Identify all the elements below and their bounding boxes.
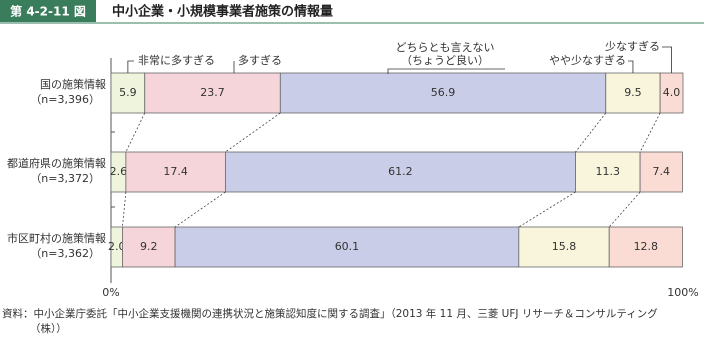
value-label: 9.2 [140, 240, 158, 253]
value-label: 23.7 [200, 86, 225, 99]
connector [125, 112, 146, 153]
value-label: 15.8 [552, 240, 577, 253]
legend-leader [628, 60, 634, 73]
legend-label: 多すぎる [238, 53, 282, 67]
bar-segment [608, 226, 683, 268]
connector [575, 112, 607, 153]
figure-number: 第 4-2-11 図 [10, 4, 86, 19]
source-note: 資料：中小企業庁委託「中小企業支援機関の連携状況と施策認知度に関する調査」（20… [2, 307, 658, 335]
bar-segment [125, 151, 226, 193]
bar-segment [639, 151, 683, 193]
value-label: 60.1 [335, 240, 360, 253]
bar-segment [224, 151, 576, 193]
legend-line: どちらとも言えない [396, 41, 495, 54]
value-label: 61.2 [388, 165, 413, 178]
figure-badge [0, 0, 96, 22]
connector [122, 191, 127, 228]
legend-leader [387, 68, 505, 74]
legend-leader [127, 60, 134, 73]
legend-label: やや少なすぎる [549, 53, 626, 67]
value-label: 56.9 [431, 86, 456, 99]
sample-size: （n=3,396） [30, 93, 100, 106]
value-label: 12.8 [634, 240, 659, 253]
bar-segment [279, 72, 607, 114]
value-label: 5.9 [119, 86, 137, 99]
connector [174, 191, 226, 228]
x-tick-label: 0% [102, 286, 119, 299]
connector [225, 112, 281, 153]
value-label: 4.0 [663, 86, 681, 99]
value-label: 7.4 [653, 165, 671, 178]
value-label: 17.4 [163, 165, 188, 178]
legend-label: 非常に多すぎる [138, 53, 215, 67]
source-line: 資料：中小企業庁委託「中小企業支援機関の連携状況と施策認知度に関する調査」（20… [2, 307, 658, 320]
bar-segment [110, 72, 146, 114]
connector [518, 191, 576, 228]
legend-label: 少なすぎる [605, 39, 660, 53]
x-tick-label: 100% [667, 286, 698, 299]
value-label: 11.3 [596, 165, 621, 178]
chart-title: 中小企業・小規模事業者施策の情報量 [112, 4, 333, 20]
bar-segment [174, 226, 520, 268]
bar-segment [518, 226, 610, 268]
connector [639, 112, 661, 153]
connector [608, 191, 641, 228]
value-label: 2.6 [110, 165, 128, 178]
value-label: 2.0 [108, 240, 126, 253]
bar-segment [122, 226, 176, 268]
value-label: 9.5 [624, 86, 642, 99]
source-line: （株）） [30, 322, 67, 335]
category-label: 国の施策情報 [40, 77, 106, 91]
sample-size: （n=3,362） [30, 247, 100, 260]
legend-label: どちらとも言えない（ちょうど良い） [396, 41, 495, 67]
sample-size: （n=3,372） [30, 172, 100, 185]
category-label: 都道府県の施策情報 [7, 156, 106, 170]
category-label: 市区町村の施策情報 [7, 231, 106, 245]
legend-line: （ちょうど良い） [401, 53, 489, 67]
bar-segment [605, 72, 661, 114]
legend-leader [662, 46, 672, 73]
bar-segment [575, 151, 641, 193]
